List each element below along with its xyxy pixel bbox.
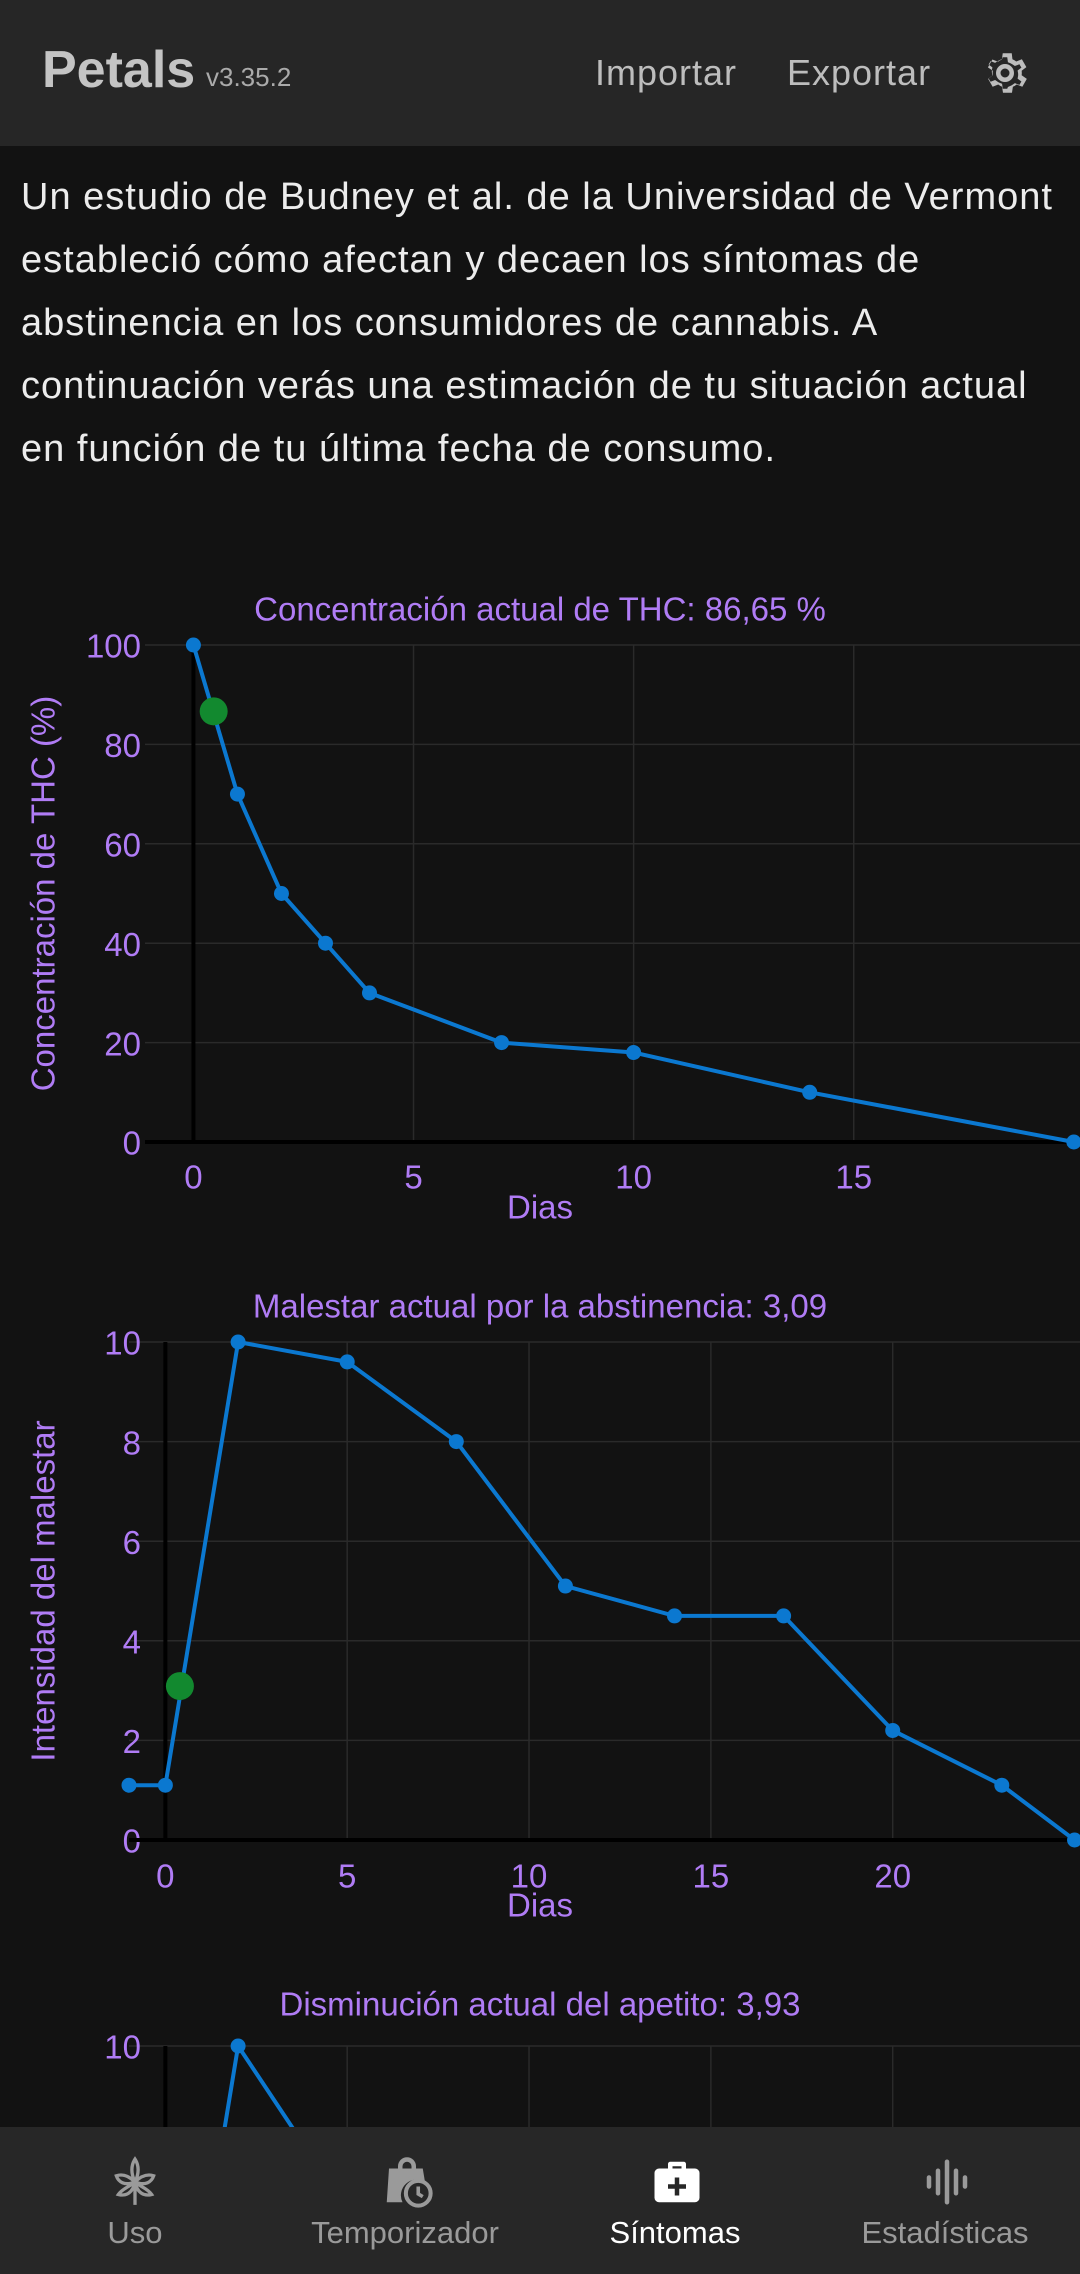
- nav-item[interactable]: Uso: [0, 2127, 270, 2274]
- x-tick-label: 0: [156, 1858, 174, 1895]
- data-point: [317, 935, 333, 951]
- data-line: [222, 2040, 295, 2127]
- x-tick-label: 0: [184, 1159, 202, 1196]
- data-point: [339, 1354, 355, 1370]
- data-point: [1066, 1134, 1080, 1150]
- y-tick-label: 60: [104, 827, 141, 864]
- nav-icon: [926, 2159, 968, 2205]
- y-tick-label: 4: [123, 1624, 141, 1661]
- app-title: Petals: [42, 41, 196, 99]
- y-tick-label: 2: [123, 1723, 141, 1760]
- nav-item[interactable]: Síntomas: [540, 2127, 810, 2274]
- current-marker: [199, 697, 228, 726]
- y-tick-label: 10: [104, 2029, 141, 2066]
- data-point: [667, 1608, 683, 1624]
- header: Petals v3.35.2 Importar Exportar: [0, 0, 1080, 146]
- data-point: [994, 1777, 1010, 1793]
- y-axis-label: Concentración de THC (%): [25, 696, 62, 1092]
- data-point: [157, 1777, 173, 1793]
- data-point: [273, 886, 289, 901]
- y-axis-label: Intensidad del malestar: [25, 1420, 62, 1761]
- nav-icon: [386, 2157, 433, 2208]
- nav-label: Estadísticas: [861, 2215, 1029, 2250]
- x-tick-label: 15: [835, 1159, 872, 1196]
- charts: Concentración actual de THC: 86,65 %0204…: [25, 591, 1080, 2127]
- nav-label: Uso: [107, 2215, 163, 2250]
- current-marker: [165, 1672, 194, 1701]
- x-tick-label: 5: [338, 1858, 356, 1895]
- data-point: [626, 1045, 642, 1061]
- data-point: [1067, 1832, 1080, 1848]
- data-line: [129, 1339, 1076, 1842]
- import-button[interactable]: Importar: [595, 52, 738, 93]
- nav-item[interactable]: Temporizador: [270, 2127, 540, 2274]
- bottom-nav: Uso Temporizador Síntomas Estadísticas: [0, 2127, 1080, 2274]
- nav-label: Síntomas: [609, 2215, 741, 2250]
- y-tick-label: 0: [123, 1125, 141, 1162]
- x-tick-label: 5: [404, 1159, 422, 1196]
- data-point: [448, 1434, 464, 1450]
- y-tick-label: 80: [104, 727, 141, 764]
- data-point: [885, 1722, 901, 1738]
- nav-icon: [114, 2156, 156, 2205]
- data-point: [494, 1035, 510, 1051]
- x-axis-label: Dias: [507, 1189, 573, 1226]
- data-point: [121, 1777, 137, 1793]
- y-tick-label: 40: [104, 926, 141, 963]
- nav-item[interactable]: Estadísticas: [810, 2127, 1080, 2274]
- nav-label: Temporizador: [311, 2215, 499, 2250]
- y-tick-label: 6: [123, 1524, 141, 1561]
- nav-icon: [654, 2161, 700, 2203]
- x-axis-label: Dias: [507, 1887, 573, 1924]
- chart-title: Malestar actual por la abstinencia: 3,09: [253, 1288, 827, 1325]
- y-tick-label: 20: [104, 1025, 141, 1062]
- intro-text: Un estudio de Budney et al. de la Univer…: [21, 176, 1053, 470]
- y-tick-label: 8: [123, 1424, 141, 1461]
- x-tick-label: 15: [693, 1858, 730, 1895]
- y-tick-label: 100: [86, 628, 141, 665]
- data-point: [230, 2038, 246, 2054]
- data-point: [802, 1084, 818, 1100]
- y-tick-label: 10: [104, 1325, 141, 1362]
- x-tick-label: 10: [615, 1159, 652, 1196]
- data-point: [362, 985, 378, 1001]
- data-point: [185, 637, 201, 653]
- app-version: v3.35.2: [206, 62, 292, 92]
- data-point: [229, 786, 245, 802]
- export-button[interactable]: Exportar: [787, 52, 932, 93]
- data-point: [230, 1334, 246, 1350]
- settings-icon[interactable]: [978, 46, 1032, 100]
- data-point: [557, 1578, 573, 1594]
- x-tick-label: 20: [874, 1858, 911, 1895]
- chart-title: Disminución actual del apetito: 3,93: [280, 1986, 801, 2023]
- chart-title: Concentración actual de THC: 86,65 %: [254, 591, 826, 628]
- x-tick-label: 10: [511, 1858, 548, 1895]
- data-point: [776, 1608, 792, 1624]
